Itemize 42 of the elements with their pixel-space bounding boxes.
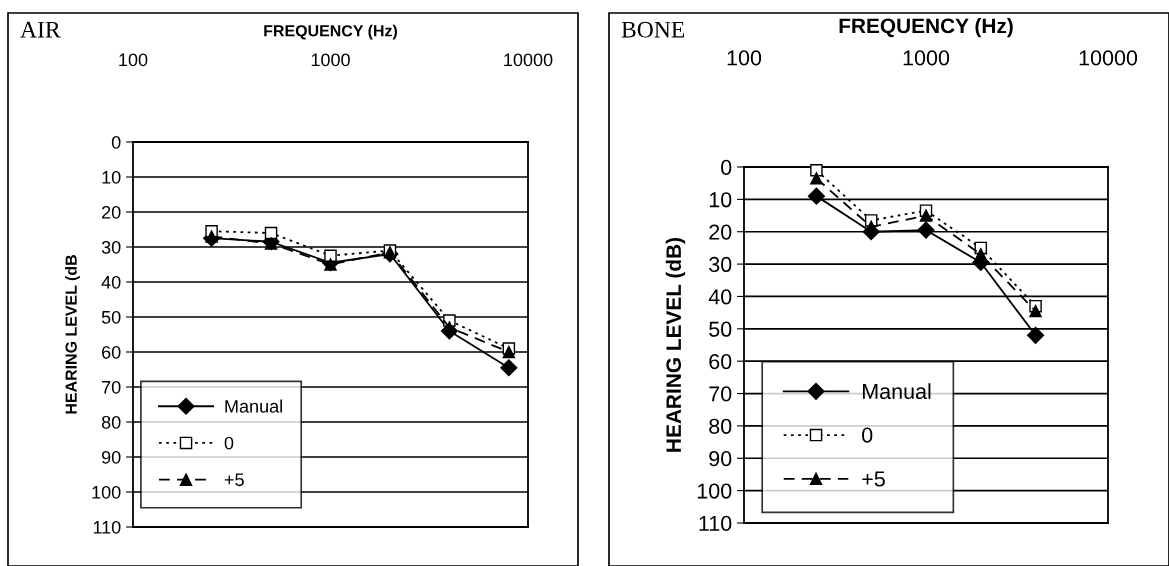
y-tick-label: 70	[709, 386, 732, 402]
x-tick-label: 100	[727, 50, 762, 66]
x-axis-title: FREQUENCY (Hz)	[839, 17, 1013, 38]
y-tick-label: 10	[102, 170, 121, 184]
x-tick-label: 100	[119, 53, 148, 67]
x-axis-title: FREQUENCY (Hz)	[264, 24, 397, 40]
y-axis-title: HEARING LEVEL (dB)	[665, 238, 686, 452]
y-tick-label: 10	[709, 192, 732, 208]
legend-label: +5	[224, 473, 244, 487]
y-tick-label: 20	[102, 205, 121, 219]
y-tick-label: 40	[708, 289, 732, 305]
y-tick-label: 110	[699, 515, 732, 532]
y-tick-label: 30	[709, 256, 732, 273]
y-tick-label: 90	[101, 450, 121, 464]
y-tick-label: 70	[102, 380, 121, 394]
x-tick-label: 1000	[903, 50, 950, 66]
x-tick-label: 10000	[1079, 50, 1138, 66]
y-tick-label: 0	[721, 159, 732, 176]
y-tick-label: 0	[111, 135, 121, 149]
y-tick-label: 50	[709, 321, 732, 337]
legend-label: 0	[224, 436, 234, 450]
y-tick-label: 100	[697, 483, 732, 499]
legend-label: 0	[862, 427, 873, 443]
y-tick-label: 50	[101, 310, 121, 324]
y-tick-label: 80	[709, 418, 732, 434]
y-tick-label: 60	[709, 353, 732, 370]
legend-label: Manual	[862, 383, 931, 400]
y-tick-label: 110	[93, 520, 121, 534]
y-tick-label: 80	[101, 415, 121, 429]
y-tick-label: 100	[92, 485, 121, 499]
y-tick-label: 30	[101, 240, 121, 254]
x-tick-label: 1000	[311, 53, 350, 67]
y-tick-label: 20	[709, 224, 732, 240]
y-tick-label: 40	[101, 275, 121, 289]
chart-title: AIR	[20, 21, 61, 38]
chart-title: BONE	[621, 21, 685, 38]
y-tick-label: 60	[102, 345, 121, 359]
legend-label: Manual	[225, 399, 282, 413]
y-axis-title: HEARING LEVEL (dB	[65, 255, 80, 414]
y-tick-label: 90	[709, 451, 732, 467]
x-tick-label: 10000	[504, 53, 553, 67]
legend-label: +5	[862, 471, 885, 487]
